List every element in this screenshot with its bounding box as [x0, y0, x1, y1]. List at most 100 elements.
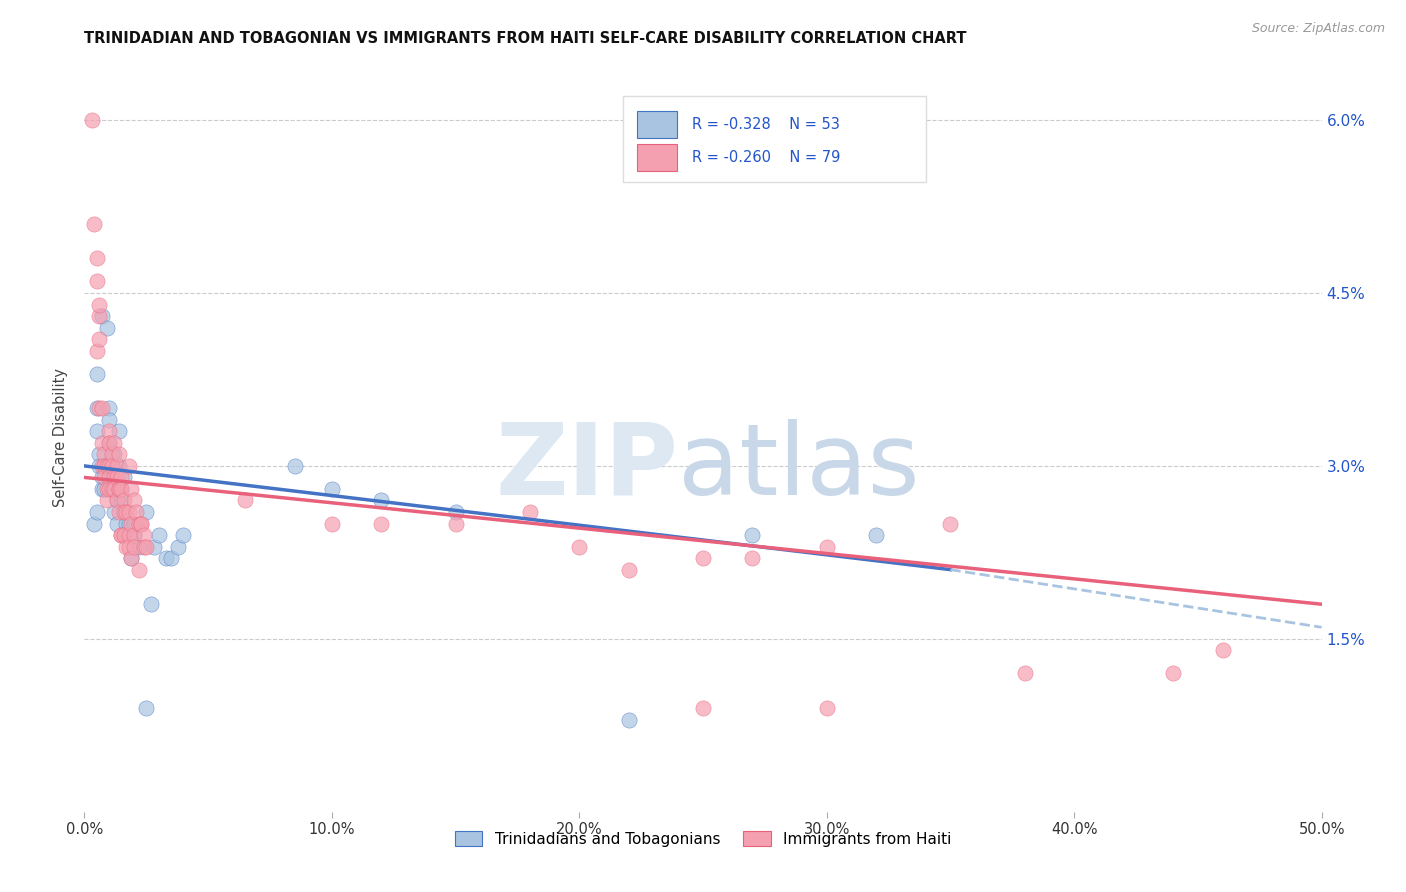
Point	[155, 551, 177, 566]
Point	[112, 505, 135, 519]
Point	[93, 470, 115, 484]
Point	[148, 528, 170, 542]
Point	[112, 493, 135, 508]
Point	[89, 309, 111, 323]
Point	[135, 505, 157, 519]
Text: R = -0.260    N = 79: R = -0.260 N = 79	[692, 150, 841, 165]
Point	[1161, 666, 1184, 681]
FancyBboxPatch shape	[637, 145, 678, 171]
Text: TRINIDADIAN AND TOBAGONIAN VS IMMIGRANTS FROM HAITI SELF-CARE DISABILITY CORRELA: TRINIDADIAN AND TOBAGONIAN VS IMMIGRANTS…	[84, 31, 967, 46]
Point	[167, 540, 190, 554]
Point	[96, 482, 118, 496]
Point	[86, 367, 108, 381]
Point	[90, 309, 112, 323]
Point	[90, 401, 112, 416]
Point	[370, 516, 392, 531]
Point	[93, 482, 115, 496]
Point	[617, 563, 640, 577]
Point	[108, 482, 131, 496]
Point	[617, 713, 640, 727]
Point	[100, 482, 122, 496]
Point	[125, 505, 148, 519]
Point	[98, 413, 121, 427]
Point	[122, 493, 145, 508]
Point	[89, 447, 111, 461]
Point	[98, 401, 121, 416]
Point	[89, 401, 111, 416]
Point	[865, 528, 887, 542]
Point	[1212, 643, 1234, 657]
Point	[120, 551, 142, 566]
Text: atlas: atlas	[678, 418, 920, 516]
Point	[135, 701, 157, 715]
Point	[110, 482, 132, 496]
Point	[96, 493, 118, 508]
Point	[321, 482, 343, 496]
Point	[93, 447, 115, 461]
Point	[103, 435, 125, 450]
Point	[103, 505, 125, 519]
Point	[141, 597, 163, 611]
Point	[89, 297, 111, 311]
Point	[90, 470, 112, 484]
Point	[96, 458, 118, 473]
Point	[370, 493, 392, 508]
Text: Source: ZipAtlas.com: Source: ZipAtlas.com	[1251, 22, 1385, 36]
Point	[118, 516, 141, 531]
Point	[741, 528, 763, 542]
Point	[96, 320, 118, 334]
Point	[90, 435, 112, 450]
Point	[108, 482, 131, 496]
Point	[118, 528, 141, 542]
Point	[108, 458, 131, 473]
Point	[120, 516, 142, 531]
Point	[98, 482, 121, 496]
Point	[122, 528, 145, 542]
Point	[160, 551, 183, 566]
Point	[86, 343, 108, 358]
Point	[120, 551, 142, 566]
Point	[128, 563, 150, 577]
FancyBboxPatch shape	[623, 96, 925, 182]
Point	[132, 528, 155, 542]
Point	[284, 458, 307, 473]
Point	[105, 516, 128, 531]
Point	[108, 425, 131, 439]
Point	[568, 540, 591, 554]
Point	[110, 528, 132, 542]
Point	[105, 493, 128, 508]
Legend: Trinidadians and Tobagonians, Immigrants from Haiti: Trinidadians and Tobagonians, Immigrants…	[449, 824, 957, 853]
Point	[692, 701, 714, 715]
Point	[444, 505, 467, 519]
Point	[122, 540, 145, 554]
Point	[112, 528, 135, 542]
Point	[89, 458, 111, 473]
Point	[93, 458, 115, 473]
FancyBboxPatch shape	[637, 112, 678, 138]
Text: ZIP: ZIP	[495, 418, 678, 516]
Point	[122, 528, 145, 542]
Point	[1014, 666, 1036, 681]
Point	[118, 540, 141, 554]
Point	[815, 701, 838, 715]
Point	[86, 252, 108, 266]
Point	[112, 470, 135, 484]
Point	[110, 482, 132, 496]
Point	[86, 401, 108, 416]
Point	[105, 470, 128, 484]
Point	[80, 113, 103, 128]
Point	[100, 447, 122, 461]
Point	[90, 458, 112, 473]
Point	[118, 505, 141, 519]
Point	[939, 516, 962, 531]
Point	[98, 458, 121, 473]
Point	[96, 458, 118, 473]
Text: R = -0.328    N = 53: R = -0.328 N = 53	[692, 117, 839, 132]
Point	[108, 505, 131, 519]
Point	[98, 435, 121, 450]
Point	[129, 516, 152, 531]
Point	[86, 425, 108, 439]
Point	[115, 505, 138, 519]
Point	[90, 482, 112, 496]
Point	[129, 516, 152, 531]
